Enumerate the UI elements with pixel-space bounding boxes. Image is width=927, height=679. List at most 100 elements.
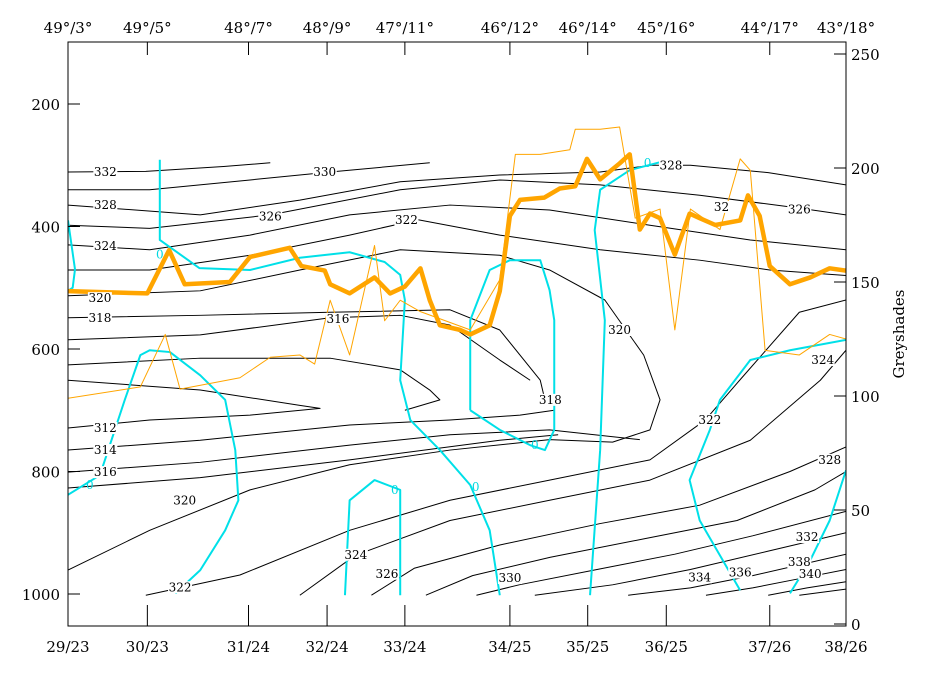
- zero-contour-label: 0: [86, 478, 94, 492]
- isentrope-322: [68, 219, 846, 276]
- isentrope-label: 334: [688, 570, 711, 584]
- top-tick-label: 49°/5°: [123, 19, 172, 37]
- right-axis-label: Greyshades: [890, 290, 908, 379]
- isentrope-316: [68, 314, 531, 381]
- left-tick-label: 600: [31, 341, 60, 359]
- isentrope-320: [68, 249, 661, 571]
- contour-label-bg: [795, 531, 820, 544]
- isentrope-332: [534, 532, 846, 596]
- top-tick-label: 43°/18°: [817, 19, 875, 37]
- bottom-tick-label: 36/25: [645, 638, 688, 656]
- series-greyshade-mean: [68, 152, 846, 337]
- contour-label-bg: [343, 548, 368, 561]
- isentrope-label: 330: [313, 165, 336, 179]
- contour-label-bg: [658, 159, 683, 172]
- isentrope-328: [68, 164, 846, 216]
- contour-label-bg: [168, 581, 193, 594]
- isentrope-label: 330: [498, 571, 521, 585]
- zero-contour-label: 0: [531, 438, 539, 452]
- zero-contour-line: [343, 479, 402, 596]
- axes-layer: 49°/3° 29/23 49°/5° 30/23 48°/7° 31/24 48°/9° 3…: [22, 19, 880, 656]
- isentrope-326: [371, 446, 846, 596]
- isentrope-328: [425, 471, 846, 596]
- isentrope-label: 328: [818, 453, 841, 467]
- contour-label-bg: [810, 354, 835, 367]
- right-tick-label: 200: [851, 160, 880, 178]
- contour-label-bg: [728, 566, 753, 579]
- top-tick-label: 49°/3°: [44, 19, 93, 37]
- top-tick-label: 48°/9°: [303, 19, 352, 37]
- isentrope-label: 326: [788, 202, 811, 216]
- zero-contour-line: [589, 161, 661, 596]
- isentrope-label: 328: [94, 198, 117, 212]
- top-tick-label: 48°/7°: [224, 19, 273, 37]
- bottom-tick-label: 33/24: [383, 638, 426, 656]
- isentrope-314: [68, 409, 555, 451]
- isentrope-label: 314: [94, 443, 117, 457]
- isentrope-label: 332: [94, 165, 117, 179]
- contour-label-bg: [312, 165, 337, 178]
- contour-label-layer: 332 330 328 326 326 328 32 324 322 320 318 316 312 31…: [86, 156, 842, 594]
- zero-contour-line: [158, 159, 501, 596]
- contour-label-bg: [607, 324, 632, 337]
- contour-label-bg: [787, 556, 812, 569]
- isentrope-340: [799, 588, 846, 596]
- bottom-tick-label: 35/25: [566, 638, 609, 656]
- contour-label-bg: [87, 311, 112, 324]
- isentrope-326: [68, 179, 846, 229]
- contour-label-bg: [817, 453, 842, 466]
- isentrope-label: 322: [698, 413, 721, 427]
- isentrope-312: [68, 379, 321, 429]
- isentrope-330: [68, 162, 430, 191]
- isentrope-label: 324: [94, 239, 117, 253]
- isentrope-label: 332: [796, 530, 819, 544]
- contour-label-bg: [93, 422, 118, 435]
- right-tick-label: 150: [851, 274, 880, 292]
- isentrope-338: [768, 581, 846, 596]
- isentrope-316: [68, 429, 640, 473]
- right-tick-label: 250: [851, 46, 880, 64]
- isentrope-label: 322: [169, 580, 192, 594]
- bottom-tick-label: 30/23: [126, 638, 169, 656]
- isentrope-label: 340: [799, 567, 822, 581]
- contour-label-bg: [374, 567, 399, 580]
- isentrope-label: 336: [729, 566, 752, 580]
- contour-label-bg: [687, 571, 712, 584]
- isentrope-label: 32: [714, 200, 729, 214]
- contour-label-bg: [93, 199, 118, 212]
- isentrope-layer: [68, 162, 846, 596]
- zero-contour-label: 0: [156, 248, 164, 262]
- isentrope-318: [68, 309, 546, 400]
- contour-label-bg: [93, 444, 118, 457]
- plot-frame: [67, 41, 847, 627]
- bottom-tick-label: 31/24: [227, 638, 270, 656]
- zero-contour-label: 0: [472, 480, 480, 494]
- contour-label-bg: [93, 466, 118, 479]
- top-tick-label: 46°/14°: [559, 19, 617, 37]
- isentrope-324: [68, 204, 846, 251]
- contour-label-bg: [798, 567, 823, 580]
- greyshade-layer: [68, 126, 846, 399]
- left-tick-label: 400: [31, 219, 60, 237]
- contour-label-bg: [258, 210, 283, 223]
- isentrope-330: [476, 510, 846, 596]
- top-tick-label: 47°/11°: [376, 19, 434, 37]
- bottom-tick-label: 38/26: [824, 638, 867, 656]
- isentrope-label: 328: [659, 158, 682, 172]
- top-tick-label: 46°/12°: [481, 19, 539, 37]
- zero-contour-line: [68, 349, 240, 595]
- isentrope-label: 318: [88, 311, 111, 325]
- isentrope-label: 322: [395, 213, 418, 227]
- isentrope-label: 326: [259, 210, 282, 224]
- top-tick-label: 44°/17°: [741, 19, 799, 37]
- zero-contour-layer: [68, 159, 846, 596]
- isentrope-label: 316: [327, 312, 350, 326]
- isentrope-label: 316: [94, 465, 117, 479]
- isentrope-label: 312: [94, 421, 117, 435]
- zero-contour-label: 0: [391, 483, 399, 497]
- isentrope-322: [145, 299, 846, 596]
- isentrope-label: 326: [376, 567, 399, 581]
- contour-label-bg: [538, 393, 563, 406]
- contour-label-bg: [172, 494, 197, 507]
- contour-label-bg: [93, 240, 118, 253]
